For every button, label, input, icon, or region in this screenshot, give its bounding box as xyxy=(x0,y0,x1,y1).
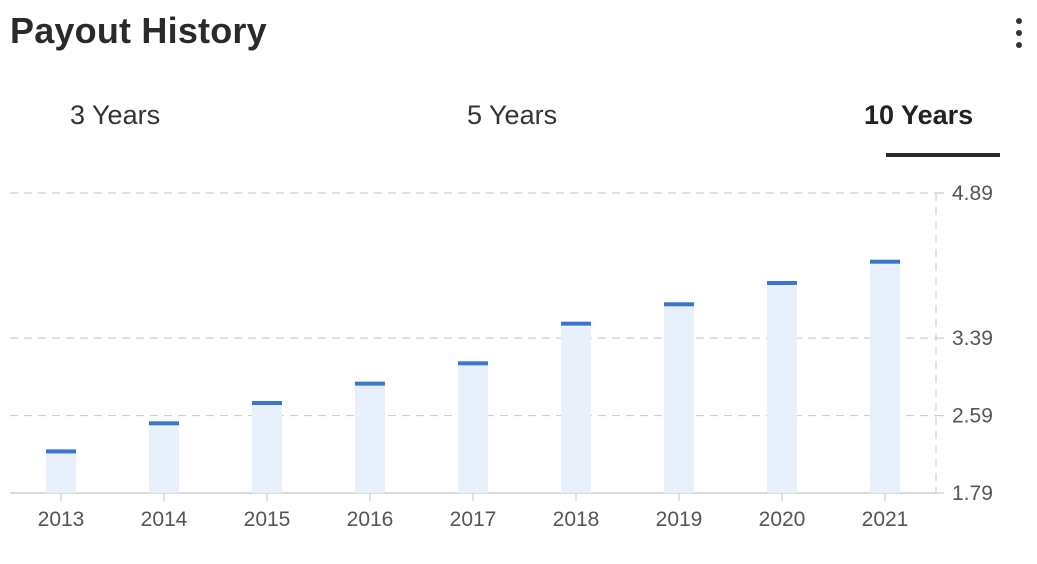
more-vertical-icon xyxy=(1016,42,1022,48)
page-title: Payout History xyxy=(10,10,267,51)
bar-2015[interactable] xyxy=(252,403,282,493)
bar-2021[interactable] xyxy=(870,261,900,493)
bar-value-marker-2021 xyxy=(870,259,900,264)
x-tick-label: 2016 xyxy=(347,508,394,531)
tab-3-years[interactable]: 3 Years xyxy=(70,100,161,130)
x-tick-label: 2014 xyxy=(141,508,188,531)
y-tick-label: 2.59 xyxy=(952,405,993,428)
bar-2019[interactable] xyxy=(664,304,694,493)
x-tick-label: 2019 xyxy=(656,508,703,531)
bar-value-marker-2013 xyxy=(46,449,76,454)
tab-5-years[interactable]: 5 Years xyxy=(467,100,558,130)
bar-value-marker-2020 xyxy=(767,281,797,285)
bars xyxy=(46,259,900,493)
bar-2014[interactable] xyxy=(149,423,179,493)
y-tick-label: 1.79 xyxy=(952,482,993,505)
bar-2016[interactable] xyxy=(355,383,385,493)
x-tick-label: 2020 xyxy=(759,508,806,531)
axes: 1.79 2.59 3.39 4.89 2013 2014 2015 2016 2017 2018… xyxy=(38,182,993,531)
bar-2020[interactable] xyxy=(767,283,797,493)
period-tabs: 3 Years 5 Years 10 Years xyxy=(0,90,1037,160)
tab-10-years[interactable]: 10 Years xyxy=(864,100,974,130)
x-tick-label: 2015 xyxy=(244,508,291,531)
bar-value-marker-2014 xyxy=(149,421,179,426)
y-tick-label: 4.89 xyxy=(952,182,993,205)
more-vertical-icon xyxy=(1016,30,1022,36)
active-tab-indicator xyxy=(886,153,1000,157)
bar-value-marker-2015 xyxy=(252,401,282,405)
bar-value-marker-2016 xyxy=(355,381,385,386)
more-options-button[interactable] xyxy=(1006,16,1032,50)
y-tick-label: 3.39 xyxy=(952,327,993,350)
chart-header: Payout History xyxy=(0,0,1037,70)
more-vertical-icon xyxy=(1016,18,1022,24)
x-tick-label: 2013 xyxy=(38,508,85,531)
bar-value-marker-2017 xyxy=(458,361,488,366)
bar-2017[interactable] xyxy=(458,363,488,493)
bar-2018[interactable] xyxy=(561,323,591,493)
x-tick-label: 2018 xyxy=(553,508,600,531)
bar-2013[interactable] xyxy=(46,451,76,493)
bar-value-marker-2019 xyxy=(664,302,694,307)
x-tick-label: 2017 xyxy=(450,508,497,531)
bar-value-marker-2018 xyxy=(561,321,591,326)
x-tick-label: 2021 xyxy=(862,508,909,531)
